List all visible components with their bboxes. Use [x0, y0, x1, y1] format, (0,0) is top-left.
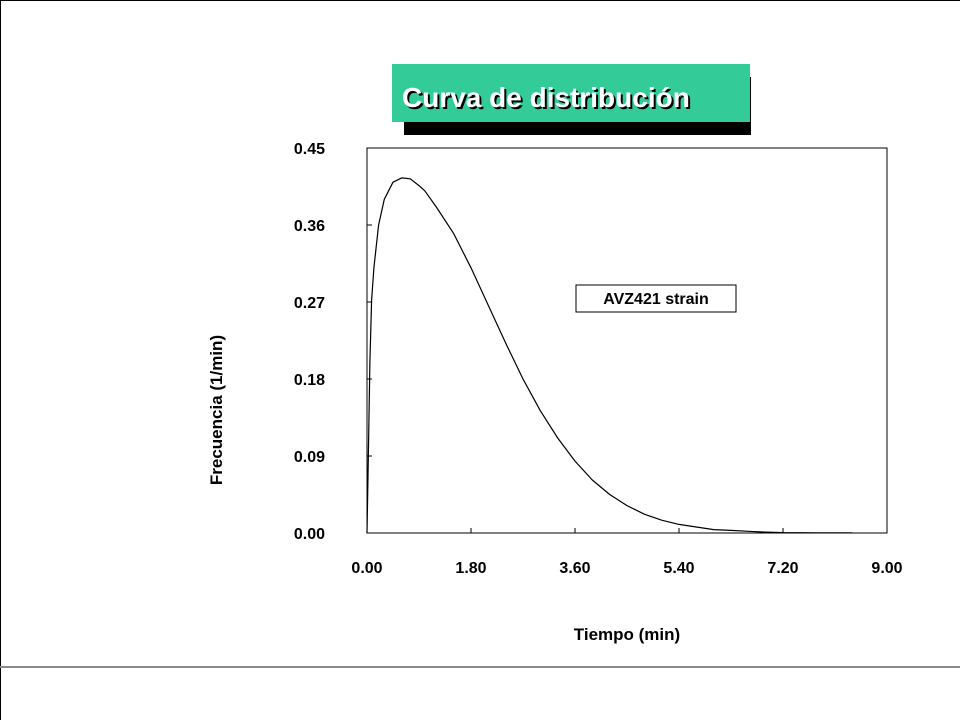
x-tick-label: 7.20 — [767, 560, 798, 577]
chart-title: Curva de distribución — [392, 64, 750, 122]
y-axis: 0.00 0.09 0.18 0.27 0.36 0.45 — [294, 141, 372, 543]
y-tick-label: 0.09 — [294, 449, 325, 466]
y-tick-label: 0.27 — [294, 295, 325, 312]
x-axis: 0.00 1.80 3.60 5.40 7.20 9.00 — [351, 528, 903, 577]
y-axis-title: Frecuencia (1/min) — [207, 335, 226, 485]
plot-frame — [366, 147, 888, 534]
series-line — [366, 177, 853, 534]
y-tick-label: 0.18 — [294, 372, 325, 389]
annotation-label: AVZ421 strain — [603, 291, 709, 308]
x-tick-label: 0.00 — [351, 560, 382, 577]
annotation-box — [575, 284, 737, 313]
x-axis-title: Tiempo (min) — [574, 625, 680, 644]
x-tick-label: 9.00 — [871, 560, 902, 577]
x-tick-label: 1.80 — [455, 560, 486, 577]
x-tick-label: 3.60 — [559, 560, 590, 577]
y-tick-label: 0.00 — [294, 526, 325, 543]
series-layer — [366, 177, 853, 534]
footer-divider — [0, 666, 960, 668]
y-tick-label: 0.36 — [294, 218, 325, 235]
series-annotation: AVZ421 strain — [575, 284, 737, 313]
y-tick-label: 0.45 — [294, 141, 325, 158]
x-tick-label: 5.40 — [663, 560, 694, 577]
